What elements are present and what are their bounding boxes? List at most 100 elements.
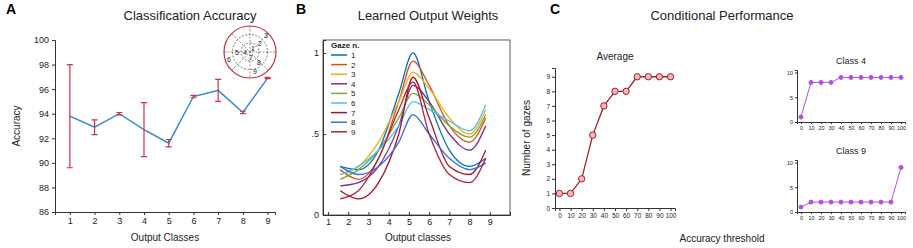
tick: 98 — [39, 60, 55, 70]
tick-label: 7 — [546, 102, 550, 109]
tick: 8 — [546, 88, 555, 95]
error-bar — [166, 140, 172, 147]
marker — [819, 200, 823, 204]
tick-mark — [841, 122, 842, 124]
y-axis-title: Accuracy — [11, 105, 22, 146]
plot-area — [340, 53, 486, 199]
tick-mark — [169, 212, 170, 215]
tick: 96 — [39, 85, 55, 95]
figure-container: 12345678986889092949698100Classification… — [0, 0, 913, 248]
plot-area — [799, 75, 903, 119]
tick-mark — [449, 212, 450, 215]
tick: 10 — [567, 208, 575, 219]
tick-label: 1 — [546, 190, 550, 197]
tick-mark — [218, 212, 219, 215]
tick: 90 — [39, 158, 55, 168]
inset-label: 7 — [249, 54, 253, 61]
tick-mark — [268, 212, 269, 215]
tick-mark — [861, 212, 862, 214]
tick-label: 80 — [878, 125, 884, 131]
tick: 60 — [858, 122, 864, 131]
tick-mark — [193, 212, 194, 215]
legend-swatch — [331, 131, 347, 133]
tick: 90 — [888, 212, 894, 221]
tick-mark — [841, 212, 842, 214]
tick-label: 4 — [387, 217, 392, 227]
tick-mark — [881, 122, 882, 124]
tick-mark — [52, 138, 55, 139]
tick-label: 7 — [447, 217, 452, 227]
marker — [889, 75, 893, 79]
series-line — [801, 77, 901, 117]
tick-mark — [604, 208, 605, 211]
marker — [879, 200, 883, 204]
tick-mark — [328, 212, 329, 215]
tick-mark — [52, 187, 55, 188]
panel: 01020304050607080901000510Class 9 — [787, 146, 906, 221]
tick: 20 — [579, 208, 587, 219]
tick-mark — [801, 122, 802, 124]
tick-mark — [552, 106, 555, 107]
subtitle: Average — [596, 51, 634, 62]
tick-label: 40 — [601, 212, 609, 219]
axis: 0510 — [787, 70, 798, 126]
marker — [859, 200, 863, 204]
tick-label: 80 — [645, 212, 653, 219]
series-line — [340, 53, 486, 170]
tick-label: 86 — [39, 207, 49, 217]
error-bar — [240, 111, 246, 113]
tick-label: 3 — [366, 217, 371, 227]
tick-label: 60 — [858, 215, 864, 221]
tick-mark — [811, 212, 812, 214]
tick-mark — [821, 122, 822, 124]
marker — [799, 115, 803, 119]
tick-mark — [615, 208, 616, 211]
tick-label: 0 — [790, 119, 793, 125]
tick-label: 9 — [266, 216, 271, 226]
tick: 92 — [39, 134, 55, 144]
tick-label: 90 — [888, 215, 894, 221]
tick-label: .5 — [311, 129, 319, 139]
plot-area — [556, 74, 674, 197]
tick: 40 — [601, 208, 609, 219]
tick: 100 — [897, 212, 906, 221]
tick: 80 — [878, 122, 884, 131]
error-bar — [190, 95, 196, 97]
panel-label: C — [550, 1, 560, 17]
tick: 100 — [897, 122, 906, 131]
tick-label: 20 — [818, 215, 824, 221]
legend-label: 3 — [351, 70, 356, 79]
tick-label: 70 — [868, 215, 874, 221]
tick: 8 — [468, 212, 473, 227]
marker — [819, 80, 823, 84]
inset-label: 5 — [235, 49, 239, 56]
series-line — [340, 85, 486, 185]
legend-swatch — [331, 121, 347, 123]
tick-mark — [52, 65, 55, 66]
tick-label: 9 — [488, 217, 493, 227]
tick: 5 — [790, 184, 797, 190]
tick: 2 — [93, 212, 98, 226]
axis: 123456789 — [324, 212, 511, 227]
tick: 2 — [346, 212, 351, 227]
inset-label: 4 — [243, 49, 247, 56]
tick-label: 5 — [167, 216, 172, 226]
tick: 6 — [546, 117, 555, 124]
tick-mark — [243, 212, 244, 215]
tick: 9 — [488, 212, 493, 227]
tick-mark — [795, 122, 797, 123]
tick: 80 — [878, 212, 884, 221]
tick-label: 40 — [838, 215, 844, 221]
tick: 9 — [546, 73, 555, 80]
tick: 86 — [39, 207, 55, 217]
x-axis-title: Output Classes — [131, 232, 199, 243]
title: Classification Accuracy — [124, 8, 257, 23]
marker — [809, 80, 813, 84]
axis-line — [795, 71, 798, 123]
tick-mark — [70, 212, 71, 215]
title: Conditional Performance — [650, 8, 793, 23]
axis-line — [324, 41, 327, 216]
tick-mark — [52, 40, 55, 41]
y-axis-title: Number of gazes — [521, 100, 532, 176]
series-line — [340, 102, 486, 175]
